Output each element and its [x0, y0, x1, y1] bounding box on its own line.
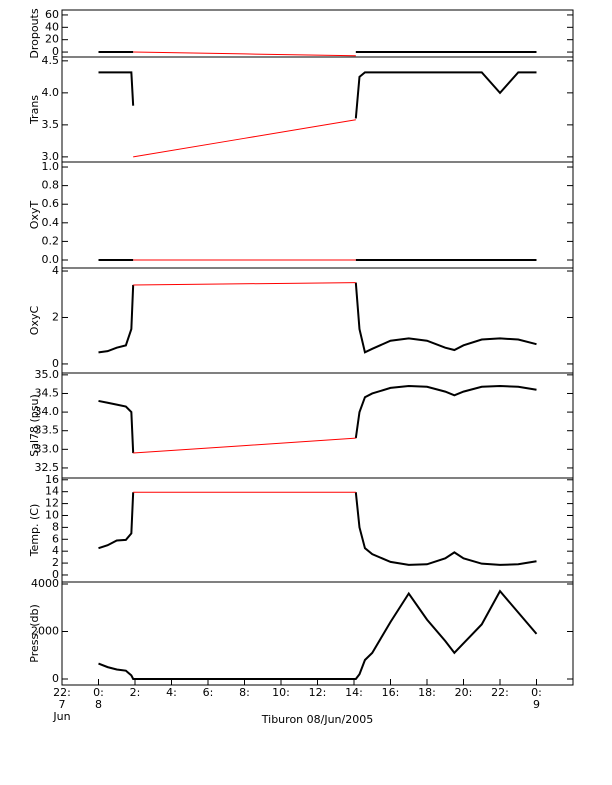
y-tick-label: 40 — [45, 20, 59, 33]
panel-frame — [61, 477, 574, 583]
panel-frame — [61, 9, 574, 58]
y-tick-label: 8 — [52, 520, 59, 533]
y-tick-label: 16 — [45, 473, 59, 486]
x-axis-label: Tiburon 08/Jun/2005 — [261, 713, 373, 726]
y-tick-label: 33.0 — [35, 442, 60, 455]
x-tick-label: 12: — [308, 686, 327, 699]
data-line — [98, 399, 135, 454]
y-tick-label: 20 — [45, 33, 59, 46]
y-tick-label: 6 — [52, 532, 59, 545]
y-tick-label: 3.0 — [42, 150, 60, 163]
data-line — [133, 119, 356, 158]
x-tick-label: 8: — [239, 686, 250, 699]
y-tick-label: 2 — [52, 556, 59, 569]
y-tick-label: 4 — [52, 544, 59, 557]
y-tick-label: 4000 — [31, 577, 59, 590]
y-axis-label: Dropouts — [28, 8, 41, 58]
y-tick-label: 3.5 — [42, 118, 60, 131]
x-tick-label: 6: — [202, 686, 214, 699]
x-tick-label: 0: 8 — [93, 686, 104, 711]
data-line — [133, 437, 356, 454]
y-axis-label: Trans — [28, 95, 41, 125]
y-tick-label: 0.2 — [42, 234, 60, 247]
x-tick-label: 10: — [272, 686, 290, 699]
y-tick-label: 34.0 — [35, 405, 60, 418]
data-line — [354, 282, 537, 354]
data-line — [98, 284, 135, 354]
x-tick-label: 0: 9 — [531, 686, 542, 711]
data-line — [133, 51, 356, 57]
y-tick-label: 0 — [52, 45, 59, 58]
data-line — [98, 71, 135, 106]
y-tick-label: 4 — [52, 264, 59, 277]
x-tick-label: 22: 7 Jun — [53, 686, 71, 723]
y-axis-label: OxyC — [28, 306, 41, 336]
x-tick-label: 4: — [166, 686, 177, 699]
panel-frame — [61, 372, 574, 479]
y-tick-label: 35.0 — [35, 368, 60, 381]
panel-frame — [61, 267, 574, 374]
data-line — [354, 385, 537, 439]
y-tick-label: 2000 — [31, 624, 59, 637]
y-tick-label: 60 — [45, 8, 59, 21]
x-tick-label: 18: — [418, 686, 436, 699]
y-tick-label: 0 — [52, 357, 59, 370]
panel-frame — [61, 56, 574, 163]
y-axis-label: Press. (db) — [28, 604, 41, 663]
x-tick-label: 22: — [491, 686, 509, 699]
data-line — [133, 282, 356, 286]
y-tick-label: 0.4 — [42, 216, 60, 229]
y-tick-label: 0 — [52, 672, 59, 685]
x-tick-label: 20: — [454, 686, 473, 699]
y-tick-label: 32.5 — [35, 461, 60, 474]
data-line — [98, 589, 538, 680]
y-tick-label: 0.8 — [42, 179, 60, 192]
y-axis-label: Sal78 (psu) — [28, 394, 41, 457]
y-axis-label: Temp. (C) — [28, 504, 41, 558]
x-tick-label: 16: — [381, 686, 400, 699]
x-tick-label: 2: — [129, 686, 141, 699]
y-tick-label: 4.0 — [42, 86, 60, 99]
y-tick-label: 4.5 — [42, 54, 60, 67]
panel-frame — [61, 161, 574, 269]
y-tick-label: 33.5 — [35, 424, 60, 437]
y-tick-label: 34.5 — [35, 386, 60, 399]
y-tick-label: 12 — [45, 497, 59, 510]
y-tick-label: 10 — [45, 508, 59, 521]
data-line — [354, 492, 537, 566]
y-tick-label: 0.0 — [42, 253, 60, 266]
data-line — [354, 71, 537, 119]
y-tick-label: 0 — [52, 568, 59, 581]
y-tick-label: 2 — [52, 310, 59, 323]
x-tick-label: 14: — [345, 686, 363, 699]
y-tick-label: 1.0 — [42, 160, 60, 173]
data-line — [98, 492, 135, 550]
y-tick-label: 14 — [45, 485, 59, 498]
y-axis-label: OxyT — [28, 201, 41, 230]
y-tick-label: 0.6 — [42, 197, 60, 210]
